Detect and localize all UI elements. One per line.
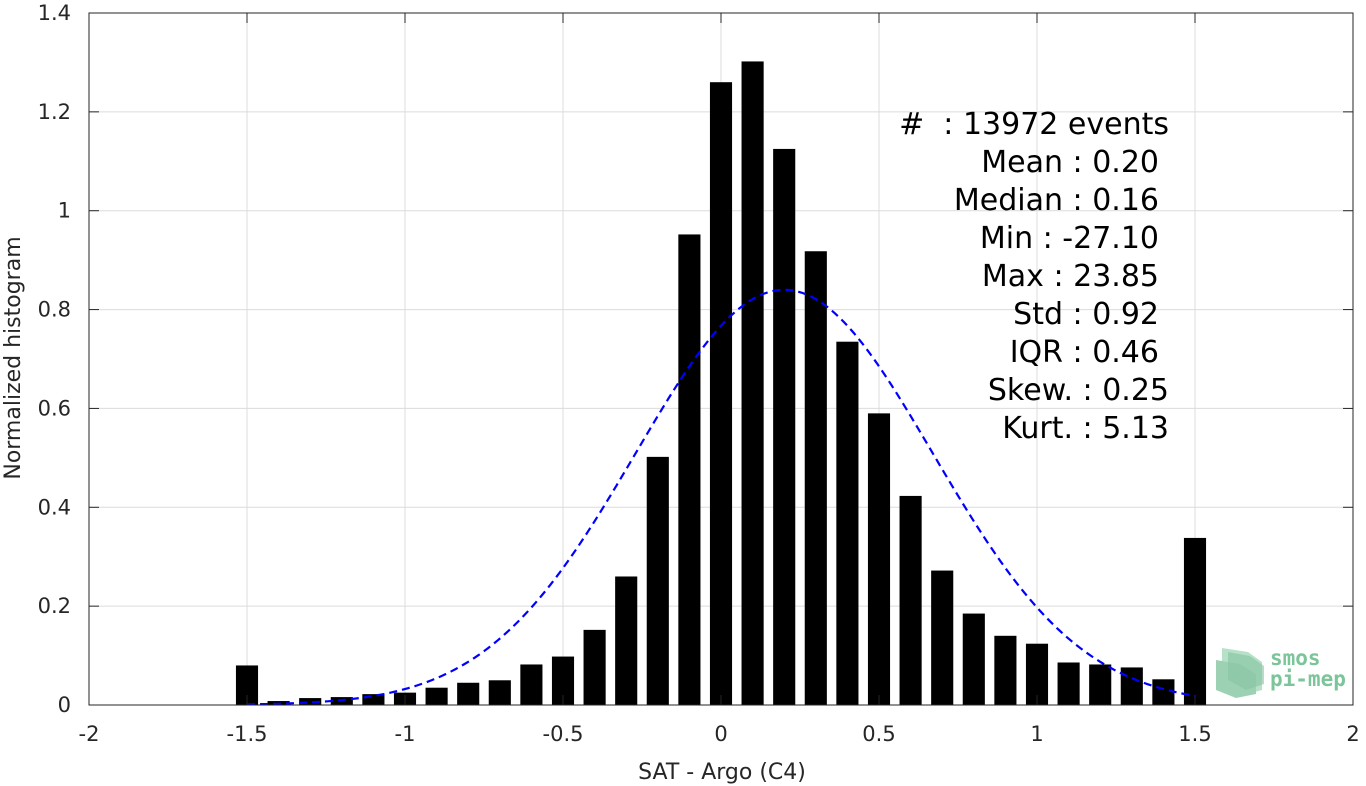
x-tick-label: 1.5 — [1178, 722, 1211, 746]
stat-min: Min : -27.10 — [980, 221, 1159, 256]
bars — [235, 61, 1207, 705]
x-axis-label: SAT - Argo (C4) — [638, 760, 806, 785]
histogram-bar — [583, 629, 606, 705]
logo-text-smos: smos — [1270, 646, 1321, 670]
histogram-bar — [804, 251, 827, 705]
histogram-bar — [678, 234, 701, 705]
x-tick-label: -2 — [79, 722, 100, 746]
histogram-bar — [741, 61, 764, 705]
histogram-bar — [235, 665, 259, 705]
histogram-bar — [646, 456, 669, 705]
stat-max: Max : 23.85 — [982, 259, 1159, 294]
y-tick-label: 0.2 — [38, 594, 71, 618]
histogram-bar — [488, 680, 511, 705]
histogram-bar — [299, 698, 322, 705]
y-axis-label: Normalized histogram — [1, 236, 26, 479]
x-tick-label: -1 — [395, 722, 416, 746]
x-tick-label: -0.5 — [543, 722, 584, 746]
y-tick-label: 0.4 — [38, 495, 71, 519]
stat-skew: Skew. : 0.25 — [988, 373, 1169, 408]
x-tick-label: 0.5 — [862, 722, 895, 746]
smos-pi-mep-logo: smos pi-mep — [1216, 646, 1346, 698]
stat-count: # : 13972 events — [899, 107, 1169, 142]
y-tick-label: 1 — [58, 199, 71, 223]
stats-panel: # : 13972 events Mean : 0.20 Median : 0.… — [899, 107, 1169, 446]
y-tick-label: 1.2 — [38, 100, 71, 124]
stat-median: Median : 0.16 — [954, 183, 1159, 218]
histogram-bar — [1152, 679, 1175, 705]
histogram-bar — [551, 656, 575, 705]
y-tick-label: 0.8 — [38, 298, 71, 322]
stat-kurt: Kurt. : 5.13 — [1002, 411, 1169, 446]
histogram-bar — [1120, 667, 1143, 705]
y-tick-label: 1.4 — [38, 1, 71, 25]
histogram-bar — [1089, 664, 1112, 705]
histogram-bar — [931, 570, 954, 705]
histogram-bar — [362, 694, 385, 705]
histogram-bar — [836, 341, 859, 705]
histogram-bar — [520, 664, 543, 705]
histogram-bar — [867, 413, 891, 705]
x-tick-label: 2 — [1346, 722, 1359, 746]
y-tick-label: 0 — [58, 693, 71, 717]
histogram-bar — [962, 613, 985, 705]
histogram-bar — [1025, 643, 1049, 705]
histogram-bar — [773, 148, 796, 705]
histogram-bar — [1057, 662, 1080, 705]
normal-fit-curve — [246, 288, 1196, 706]
histogram-bar — [425, 687, 448, 705]
axes — [88, 12, 1354, 706]
tick-labels: -2 -1.5 -1 -0.5 0 0.5 1 1.5 2 0 0.2 0.4 0.6 0.8 1 1.2 1.… — [38, 1, 1360, 746]
histogram-bar — [615, 576, 638, 705]
y-tick-label: 0.6 — [38, 396, 71, 420]
histogram-bar — [899, 495, 922, 705]
histogram-bar — [994, 635, 1017, 705]
histogram-bar — [1183, 537, 1207, 705]
x-tick-label: -1.5 — [227, 722, 268, 746]
histogram-bar — [709, 82, 733, 705]
histogram-bar — [457, 682, 480, 705]
x-tick-label: 0 — [714, 722, 727, 746]
stat-mean: Mean : 0.20 — [981, 145, 1159, 180]
x-tick-label: 1 — [1030, 722, 1043, 746]
logo-text-pi-mep: pi-mep — [1270, 667, 1346, 691]
stat-std: Std : 0.92 — [1013, 297, 1159, 332]
stat-iqr: IQR : 0.46 — [1010, 335, 1159, 370]
logo-mark-icon — [1216, 648, 1264, 698]
